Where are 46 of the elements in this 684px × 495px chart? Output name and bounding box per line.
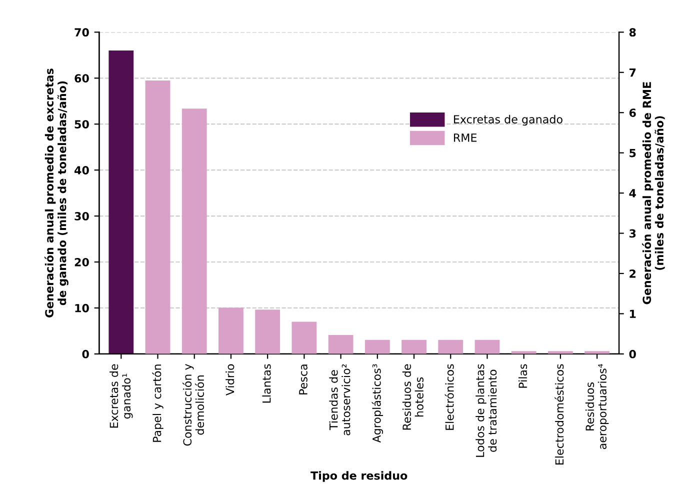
- y2-tick-label: 5: [630, 148, 636, 158]
- y2-tick-label: 6: [629, 108, 636, 117]
- x-tick-label: Residuos aeroportuarios⁴: [585, 364, 609, 450]
- x-tick-label: Tiendas de autoservicio²: [329, 364, 350, 436]
- bar: [474, 340, 500, 354]
- bar: [255, 310, 280, 354]
- y-tick-label: 0: [82, 350, 89, 358]
- x-tick-label: Vidrio: [226, 364, 234, 396]
- bar: [328, 335, 354, 354]
- x-tick-label: Electrodomésticos: [554, 364, 564, 465]
- y-axis-title: Generación anual promedio de excretas de ganado (miles de toneladas/año): [44, 68, 68, 318]
- y-tick-label: 20: [74, 258, 89, 266]
- x-tick-label: Residuos de hoteles: [402, 364, 424, 430]
- bar: [438, 340, 464, 354]
- x-tick-label: Pilas: [518, 364, 528, 388]
- bar: [145, 80, 170, 354]
- legend-label: RME: [454, 134, 477, 142]
- bar: [402, 340, 426, 354]
- x-tick-label: Papel y cartón: [152, 364, 164, 442]
- y2-tick-label: 2: [630, 269, 636, 278]
- y2-tick-label: 3: [629, 229, 636, 238]
- x-tick-label: Pesca: [299, 364, 308, 394]
- y2-tick-label: 1: [630, 310, 636, 318]
- legend-label: Excretas de ganado: [454, 114, 562, 126]
- x-tick-label: Construcción y demolición: [182, 364, 204, 446]
- y2-tick-label: 4: [629, 189, 636, 198]
- x-axis-title: Tipo de residuo: [310, 471, 408, 482]
- y2-tick-label: 7: [629, 68, 636, 77]
- bar: [218, 308, 244, 354]
- y-tick-label: 30: [74, 212, 89, 220]
- y2-tick-label: 0: [629, 350, 636, 358]
- x-tick-label: Llantas: [262, 364, 271, 403]
- y-tick-label: 60: [74, 74, 89, 83]
- y-tick-label: 50: [74, 120, 89, 128]
- x-tick-label: Electrónicos: [444, 364, 454, 430]
- y2-axis-title: Generación anual promedio de RME (miles de toneladas/año): [642, 82, 665, 304]
- bar: [182, 108, 207, 354]
- x-tick-label: Agroplásticos³: [372, 364, 384, 443]
- y-tick-label: 70: [74, 28, 89, 37]
- y2-tick-label: 8: [629, 28, 636, 37]
- y-tick-label: 40: [74, 166, 89, 174]
- bar: [292, 322, 317, 354]
- y-tick-label: 10: [75, 304, 89, 312]
- x-tick-label: Excretas de ganado¹: [110, 364, 133, 428]
- x-tick-label: Lodos de plantas de tratamiento: [476, 364, 497, 457]
- bar: [364, 340, 390, 354]
